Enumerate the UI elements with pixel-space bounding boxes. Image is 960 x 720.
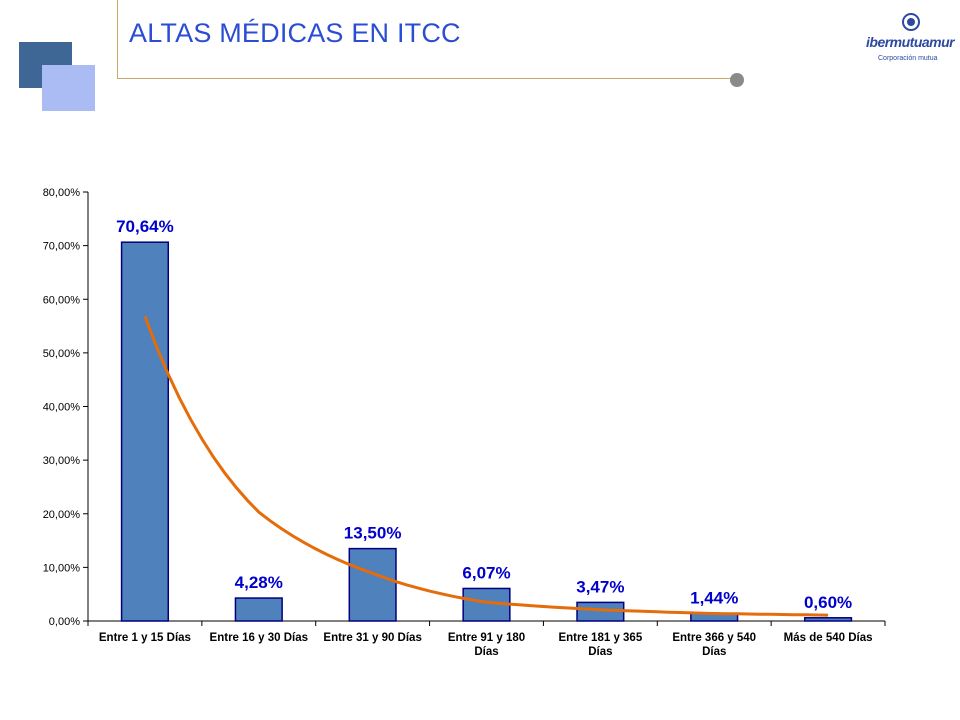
company-logo: ibermutuamur Corporación mutua [866,12,956,70]
y-tick-label: 40,00% [43,402,81,414]
logo-name: ibermutuamur [866,34,955,50]
x-tick-label: Entre 366 y 540 Días [672,632,756,658]
data-label: 70,64% [116,217,174,236]
x-tick-label-line: Días [588,646,612,658]
x-tick-label-line: Entre 16 y 30 Días [210,632,308,644]
x-tick-label-line: Días [702,646,726,658]
y-tick-label: 50,00% [43,348,81,360]
x-tick-label-line: Entre 1 y 15 Días [99,632,191,644]
data-label: 6,07% [462,563,510,582]
y-tick-label: 0,00% [49,616,80,628]
data-label: 4,28% [235,573,283,592]
title-rule-vertical [117,0,118,78]
logo-tagline: Corporación mutua [878,55,938,62]
bar [803,617,853,622]
x-tick-label-line: Entre 91 y 180 [448,632,525,644]
title-rule-horizontal [117,78,732,79]
x-tick-label-line: Entre 181 y 365 [558,632,642,644]
bar [234,597,283,622]
x-tick-label: Entre 91 y 180 Días [448,632,525,658]
y-tick-label: 20,00% [43,509,81,521]
title-rule-dot [730,73,744,87]
data-label: 13,50% [344,524,402,543]
x-tick-label-line: Más de 540 Días [784,632,873,644]
logo-emblem-icon [902,13,920,31]
x-tick-label-line: Entre 31 y 90 Días [323,632,421,644]
data-label: 3,47% [576,577,624,596]
decorative-square-light [42,65,95,111]
x-tick-label: Entre 181 y 365 Días [558,632,642,658]
trendline [143,315,829,617]
data-label: 1,44% [690,588,738,607]
y-tick-label: 80,00% [43,187,81,199]
y-tick-label: 70,00% [43,241,81,253]
y-tick-label: 10,00% [43,562,81,574]
x-tick-label: Entre 31 y 90 Días [323,632,421,644]
bar [120,241,170,622]
bar [348,547,397,622]
page-title: ALTAS MÉDICAS EN ITCC [129,18,461,48]
x-tick-label: Más de 540 Días [784,632,873,644]
x-tick-label-line: Días [474,646,498,658]
data-label: 0,60% [804,593,852,612]
x-tick-label-line: Entre 366 y 540 [672,632,756,644]
x-tick-label: Entre 16 y 30 Días [210,632,308,644]
y-tick-label: 60,00% [43,294,81,306]
x-tick-label: Entre 1 y 15 Días [99,632,191,644]
y-tick-label: 30,00% [43,455,81,467]
